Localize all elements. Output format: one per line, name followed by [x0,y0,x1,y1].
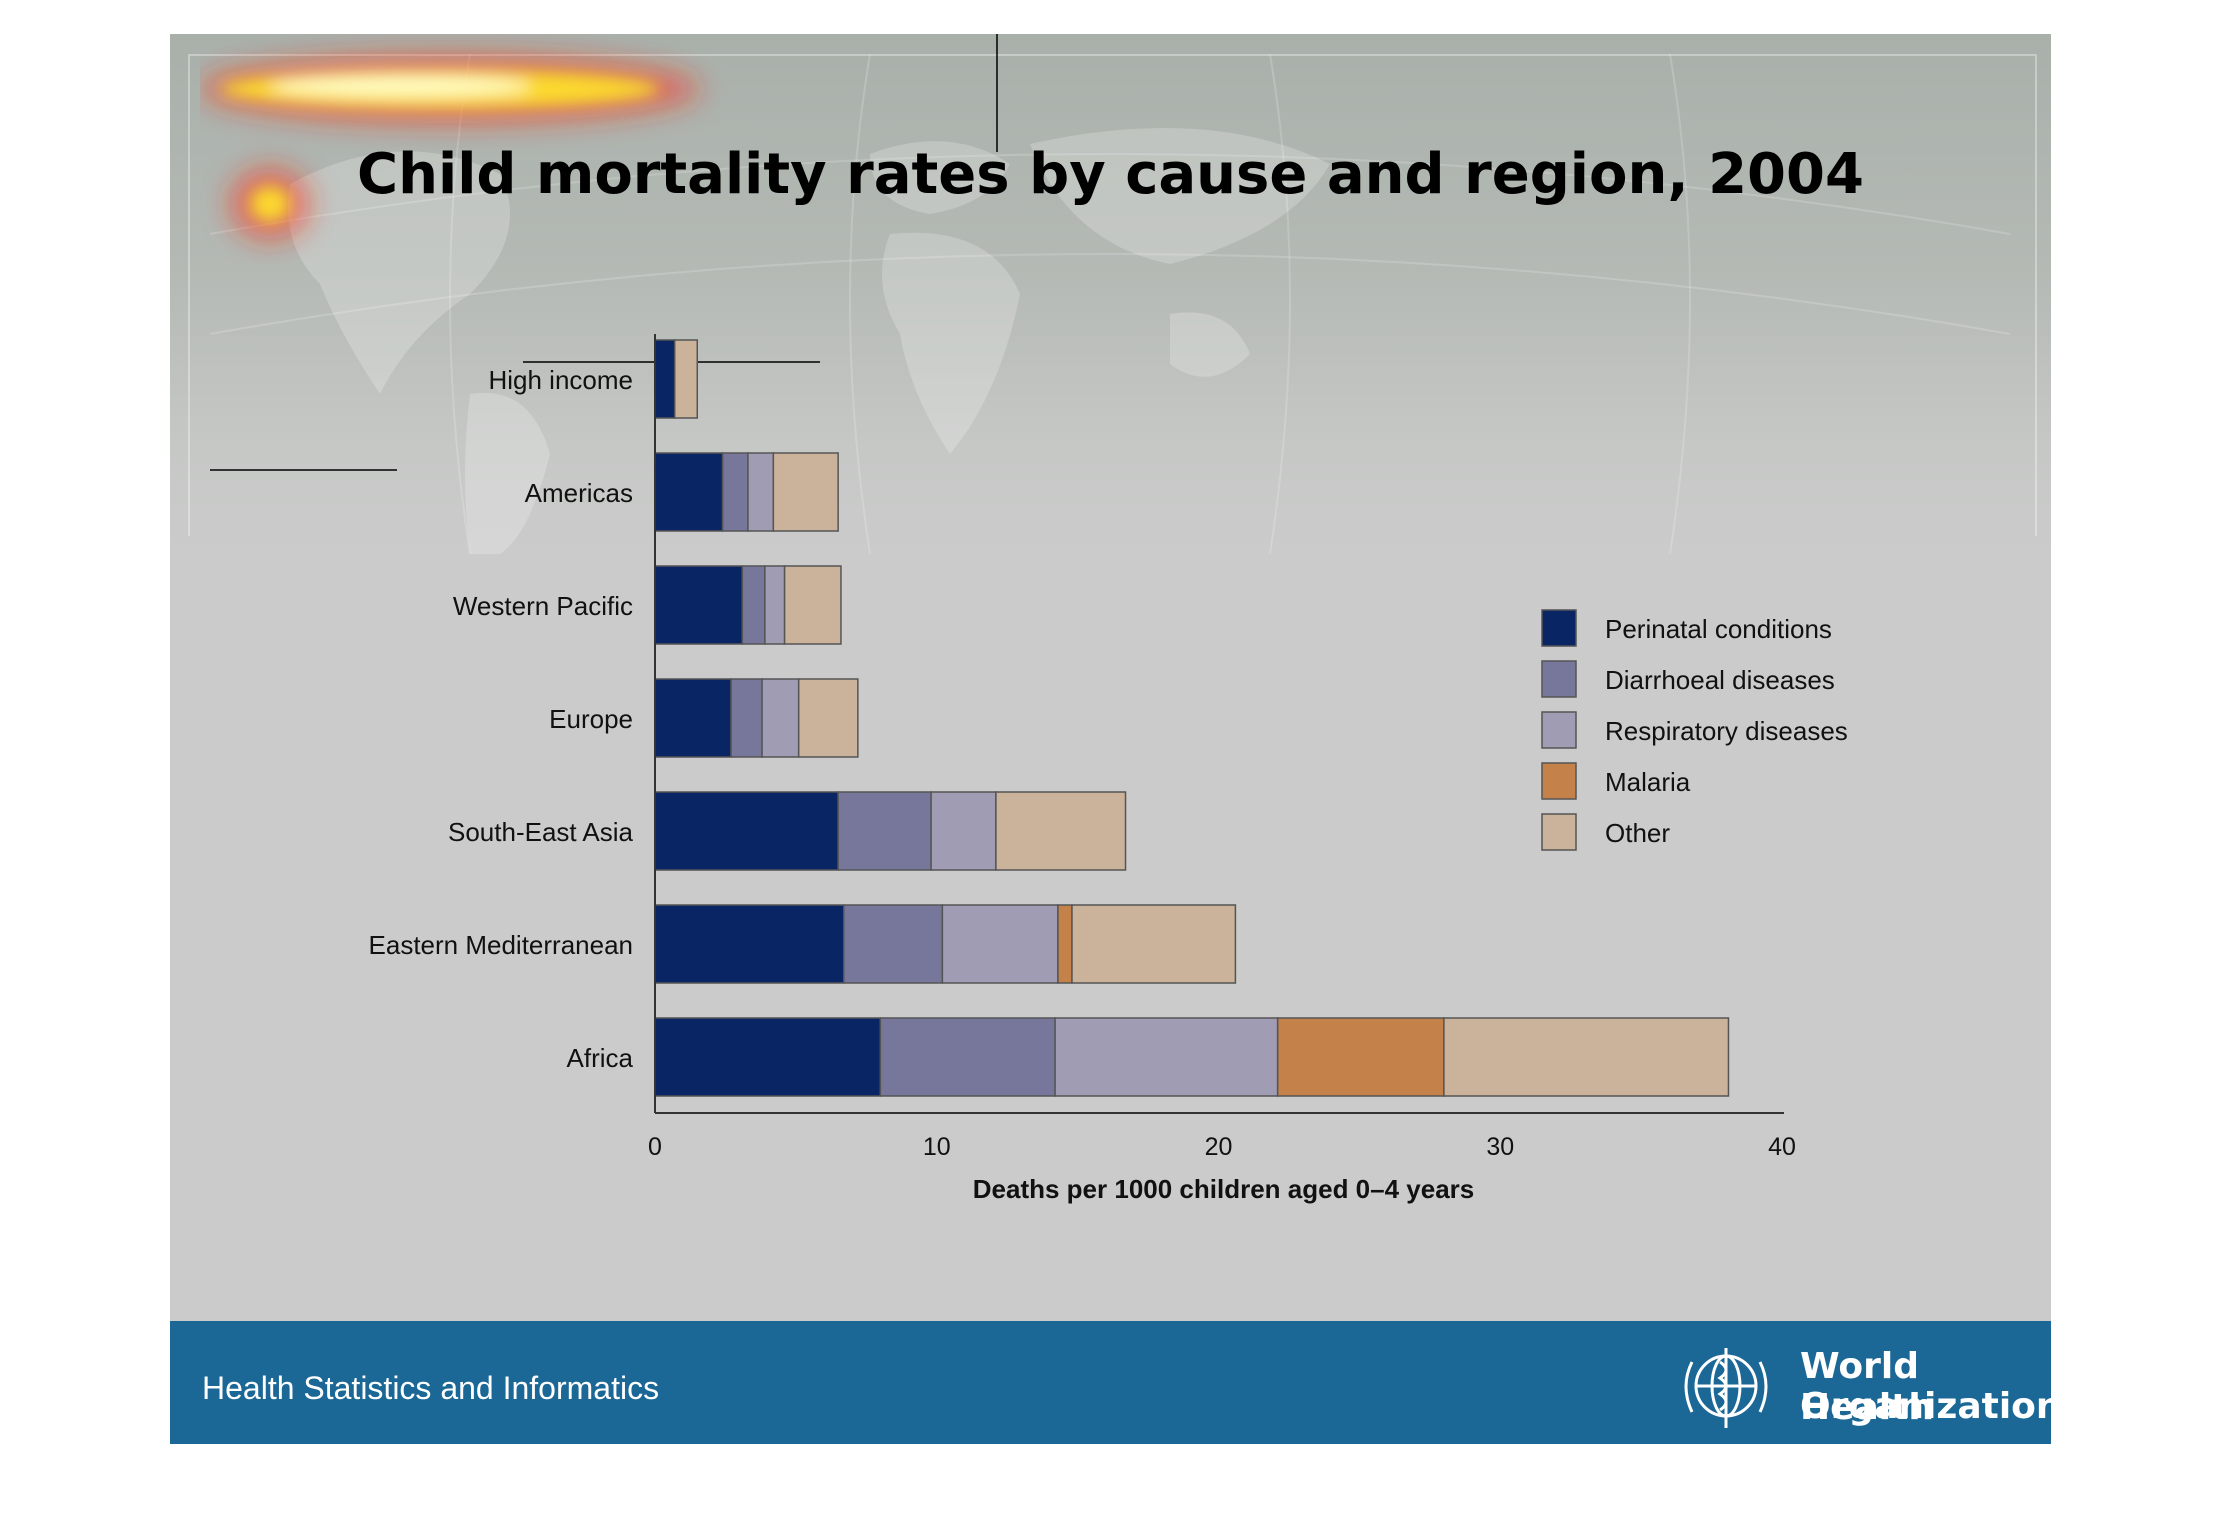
bar-south-east-asia-diarrhoeal-diseases [837,791,932,871]
bar-western-pacific-diarrhoeal-diseases [741,565,766,645]
category-label-europe: Europe [549,704,633,734]
bar-africa-respiratory-diseases [1054,1017,1279,1097]
bar-africa-perinatal-conditions [654,1017,882,1097]
x-tick-label-0: 0 [648,1133,662,1161]
who-emblem-icon [1684,1348,1768,1428]
bar-western-pacific-perinatal-conditions [654,565,744,645]
x-tick-label-40: 40 [1768,1133,1796,1161]
bar-americas-perinatal-conditions [654,452,724,532]
category-label-western-pacific: Western Pacific [453,591,633,621]
bar-africa-malaria [1276,1017,1445,1097]
footer-department-label: Health Statistics and Informatics [202,1370,660,1406]
x-axis-ticks: 0 10 20 30 40 [648,1133,1796,1161]
legend-label-other: Other [1605,818,1670,848]
bar-africa-diarrhoeal-diseases [879,1017,1056,1097]
legend-swatch-perinatal-conditions [1541,609,1577,647]
x-tick-label-10: 10 [923,1133,951,1161]
legend: Perinatal conditions Diarrhoeal diseases R… [1541,609,1848,851]
x-tick-label-30: 30 [1486,1133,1514,1161]
bar-high-income-perinatal-conditions [654,339,676,419]
legend-label-diarrhoeal-diseases: Diarrhoeal diseases [1605,665,1835,695]
x-tick-label-20: 20 [1205,1133,1233,1161]
bar-eastern-mediterranean-diarrhoeal-diseases [843,904,944,984]
bar-americas-diarrhoeal-diseases [721,452,749,532]
category-label-south-east-asia: South-East Asia [448,817,634,847]
bar-eastern-mediterranean-respiratory-diseases [941,904,1059,984]
bar-europe-other [797,678,859,758]
footer-bar [170,1321,2051,1444]
bars-layer [654,339,1730,1097]
slide: Child mortality rates by cause and regio… [170,34,2051,1444]
legend-swatch-other [1541,813,1577,851]
bar-americas-respiratory-diseases [747,452,775,532]
x-axis-title: Deaths per 1000 children aged 0–4 years [973,1174,1475,1204]
legend-swatch-respiratory-diseases [1541,711,1577,749]
category-label-africa: Africa [567,1043,634,1073]
legend-label-malaria: Malaria [1605,767,1691,797]
legend-label-perinatal-conditions: Perinatal conditions [1605,614,1832,644]
category-label-high-income: High income [488,365,633,395]
header-world-map-background [170,34,2051,555]
bar-europe-respiratory-diseases [761,678,800,758]
org-name-line1: World Health [1800,1346,1935,1428]
bar-europe-perinatal-conditions [654,678,732,758]
category-label-eastern-mediterranean: Eastern Mediterranean [369,930,633,960]
stacked-bar-chart: High income Americas Western Pacific Europe… [210,34,1848,1204]
bar-americas-other [772,452,839,532]
bar-western-pacific-respiratory-diseases [764,565,786,645]
bar-south-east-asia-other [995,791,1127,871]
bar-south-east-asia-perinatal-conditions [654,791,839,871]
category-label-americas: Americas [525,478,633,508]
category-labels: High income Americas Western Pacific Europe… [369,365,634,1073]
bar-western-pacific-other [783,565,842,645]
bar-eastern-mediterranean-other [1071,904,1237,984]
bar-high-income-other [673,339,699,419]
bar-eastern-mediterranean-perinatal-conditions [654,904,845,984]
legend-label-respiratory-diseases: Respiratory diseases [1605,716,1848,746]
org-name-line2: Organization [1800,1386,2051,1427]
bar-eastern-mediterranean-malaria [1057,904,1073,984]
slide-title: Child mortality rates by cause and regio… [357,142,1864,207]
bar-europe-diarrhoeal-diseases [730,678,763,758]
legend-swatch-diarrhoeal-diseases [1541,660,1577,698]
legend-swatch-malaria [1541,762,1577,800]
bar-africa-other [1443,1017,1730,1097]
bar-south-east-asia-respiratory-diseases [930,791,997,871]
header-frame [188,54,2037,536]
